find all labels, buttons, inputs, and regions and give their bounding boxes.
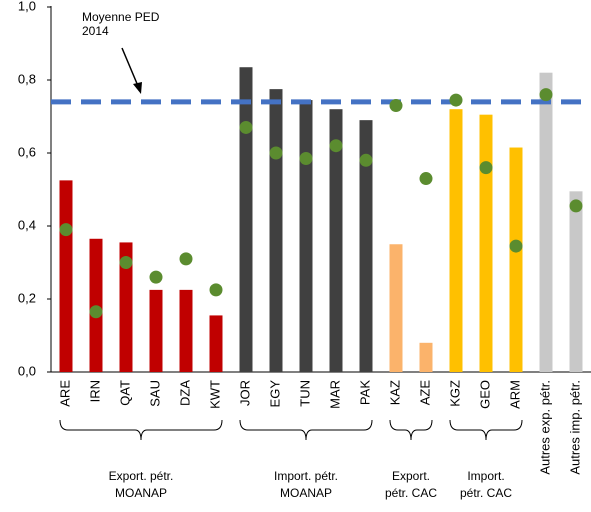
y-tick-label: 0,8 xyxy=(18,71,36,86)
group-bracket xyxy=(389,419,433,441)
x-tick-label: Autres exp. pétr. xyxy=(537,380,552,475)
bar xyxy=(479,114,493,373)
group-label: pétr. CAC xyxy=(385,486,437,500)
dot xyxy=(299,151,313,165)
y-tick-label: 1,0 xyxy=(18,0,36,13)
bar xyxy=(569,191,583,372)
group-bracket xyxy=(239,419,373,441)
group-label: Export. xyxy=(392,469,430,483)
dot xyxy=(269,146,283,160)
bar xyxy=(539,72,553,372)
group-bracket xyxy=(59,419,223,441)
x-tick-label: KGZ xyxy=(447,380,462,407)
x-tick-label: EGY xyxy=(267,380,282,408)
arrow-head xyxy=(133,82,142,94)
x-tick-label: ARE xyxy=(57,380,72,407)
x-tick-label: GEO xyxy=(477,380,492,409)
y-tick-label: 0,2 xyxy=(18,290,36,305)
annotation: Moyenne PED xyxy=(82,10,160,24)
dot xyxy=(89,305,103,319)
dot xyxy=(329,139,343,153)
bar xyxy=(359,120,373,373)
x-tick-label: AZE xyxy=(417,380,432,406)
dot xyxy=(209,283,223,297)
y-tick-label: 0,4 xyxy=(18,217,36,232)
dot xyxy=(389,99,403,113)
group-label: pétr. CAC xyxy=(460,486,512,500)
x-tick-label: PAK xyxy=(357,380,372,405)
x-tick-label: MAR xyxy=(327,380,342,409)
group-label: Import. xyxy=(467,469,504,483)
bar xyxy=(509,147,523,372)
dot xyxy=(359,153,373,167)
x-tick-label: SAU xyxy=(147,380,162,407)
dot xyxy=(119,256,133,269)
dot xyxy=(179,252,193,266)
y-tick-label: 0,6 xyxy=(18,144,36,159)
dot xyxy=(239,120,253,134)
bar xyxy=(299,100,313,372)
bar xyxy=(269,89,283,372)
bar xyxy=(149,289,163,372)
group-label: MOANAP xyxy=(115,486,167,500)
annotation-arrow xyxy=(121,47,139,87)
bar xyxy=(419,342,433,372)
x-tick-label: DZA xyxy=(177,380,192,406)
dot xyxy=(569,199,583,213)
bar xyxy=(389,244,403,372)
bar xyxy=(239,67,253,372)
x-tick-label: KAZ xyxy=(387,380,402,405)
dot xyxy=(419,172,433,186)
x-tick-label: KWT xyxy=(207,380,222,409)
bar xyxy=(179,289,193,372)
x-tick-label: QAT xyxy=(117,380,132,406)
dot xyxy=(509,239,523,253)
group-bracket xyxy=(449,419,523,441)
bar xyxy=(449,109,463,372)
x-tick-label: ARM xyxy=(507,380,522,409)
y-tick-label: 0,0 xyxy=(18,363,36,378)
dot xyxy=(149,270,163,284)
x-tick-label: JOR xyxy=(237,380,252,406)
dot xyxy=(449,93,463,107)
bar xyxy=(59,180,73,372)
x-tick-label: Autres imp. pétr. xyxy=(567,380,582,475)
x-tick-label: TUN xyxy=(297,380,312,407)
annotation: 2014 xyxy=(82,24,109,38)
group-label: MOANAP xyxy=(280,486,332,500)
group-label: Import. pétr. xyxy=(274,469,338,483)
dot xyxy=(59,223,73,237)
group-label: Export. pétr. xyxy=(109,469,174,483)
bar xyxy=(329,109,343,372)
bar xyxy=(209,315,223,372)
bar xyxy=(119,242,133,372)
dot xyxy=(539,88,553,102)
dot xyxy=(479,161,493,175)
x-tick-label: IRN xyxy=(87,380,102,402)
